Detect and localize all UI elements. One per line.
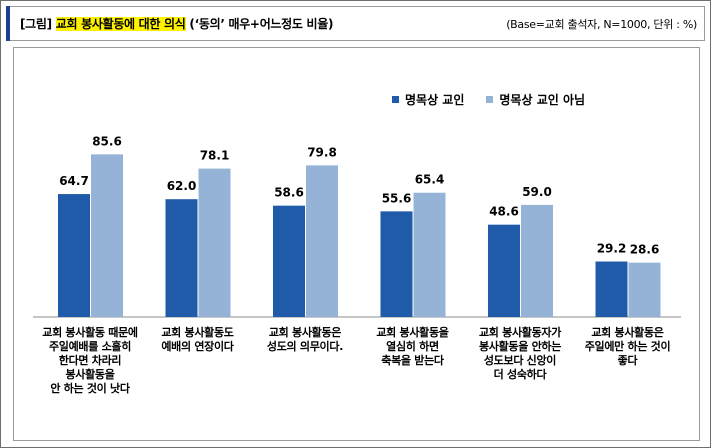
bar-series-1-cat-1 bbox=[58, 194, 90, 317]
bar-series-2-cat-4 bbox=[413, 192, 446, 317]
bar-series-1-cat-2 bbox=[165, 199, 198, 317]
bar-series-2-cat-5 bbox=[521, 204, 553, 317]
title-suffix: (‘동의’ 매우+어느정도 비율) bbox=[185, 17, 334, 31]
legend-item-series-1: 명목상 교인 bbox=[392, 91, 464, 108]
legend-swatch-series-2 bbox=[486, 96, 494, 103]
data-label-series-1-cat-4: 55.6 bbox=[382, 191, 412, 205]
chart-box bbox=[13, 47, 700, 441]
bar-series-2-cat-1 bbox=[91, 154, 123, 317]
category-label-2: 교회 봉사활동도 예배의 연장이다 bbox=[161, 326, 234, 353]
bar-series-1-cat-3 bbox=[273, 205, 305, 317]
category-label-3: 교회 봉사활동은 성도의 의무이다. bbox=[266, 326, 344, 353]
data-label-series-1-cat-2: 62.0 bbox=[167, 179, 197, 193]
legend-swatch-series-1 bbox=[392, 96, 399, 103]
legend-label-series-1: 명목상 교인 bbox=[405, 93, 465, 107]
legend-item-series-2: 명목상 교인 아님 bbox=[486, 91, 585, 108]
bar-series-2-cat-2 bbox=[198, 168, 231, 317]
data-label-series-2-cat-2: 78.1 bbox=[200, 149, 230, 163]
category-label-1: 교회 봉사활동 때문에 주일예배를 소홀히 한다면 차라리 봉사활동을 안 하는… bbox=[42, 326, 138, 395]
data-label-series-1-cat-5: 48.6 bbox=[489, 205, 519, 219]
data-label-series-1-cat-6: 29.2 bbox=[597, 242, 627, 256]
data-label-series-2-cat-5: 59.0 bbox=[522, 185, 552, 199]
data-label-series-1-cat-3: 58.6 bbox=[274, 186, 304, 200]
data-label-series-1-cat-1: 64.7 bbox=[59, 174, 89, 188]
bar-series-2-cat-3 bbox=[306, 165, 338, 317]
category-label-6: 교회 봉사활동은 주일에만 하는 것이 좋다 bbox=[584, 326, 671, 367]
base-note: (Base=교회 출석자, N=1000, 단위 : %) bbox=[506, 18, 697, 31]
data-label-series-2-cat-3: 79.8 bbox=[307, 145, 337, 159]
data-label-series-2-cat-1: 85.6 bbox=[92, 134, 122, 148]
bar-series-1-cat-5 bbox=[488, 224, 520, 317]
legend: 명목상 교인 명목상 교인 아님 bbox=[392, 91, 585, 108]
category-label-4: 교회 봉사활동을 열심히 하면 축복을 받는다 bbox=[376, 326, 449, 367]
data-label-series-2-cat-6: 28.6 bbox=[630, 243, 660, 257]
title-accent bbox=[6, 6, 10, 41]
title-highlight: 교회 봉사활동에 대한 의식 bbox=[55, 17, 186, 31]
bar-series-1-cat-6 bbox=[595, 261, 628, 317]
bar-series-1-cat-4 bbox=[380, 211, 413, 317]
category-label-5: 교회 봉사활동자가 봉사활동을 안하는 성도보다 신앙이 더 성숙하다 bbox=[478, 326, 562, 381]
title-prefix: [그림] bbox=[20, 17, 56, 31]
legend-label-series-2: 명목상 교인 아님 bbox=[499, 93, 586, 107]
bar-series-2-cat-6 bbox=[628, 262, 661, 317]
chart-title: [그림] 교회 봉사활동에 대한 의식 (‘동의’ 매우+어느정도 비율) bbox=[20, 15, 334, 32]
data-label-series-2-cat-4: 65.4 bbox=[415, 173, 445, 187]
